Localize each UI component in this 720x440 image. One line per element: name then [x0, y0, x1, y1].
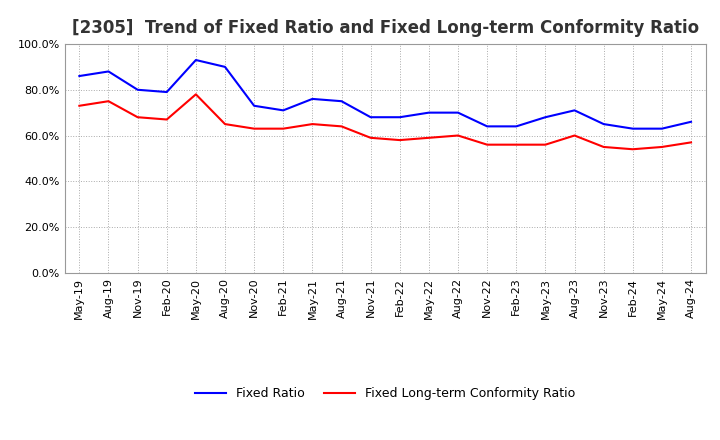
- Fixed Long-term Conformity Ratio: [250, 126, 258, 131]
- Fixed Long-term Conformity Ratio: [163, 117, 171, 122]
- Fixed Long-term Conformity Ratio: [104, 99, 113, 104]
- Fixed Long-term Conformity Ratio: [279, 126, 287, 131]
- Fixed Long-term Conformity Ratio: [192, 92, 200, 97]
- Fixed Long-term Conformity Ratio: [483, 142, 492, 147]
- Fixed Ratio: [163, 89, 171, 95]
- Fixed Long-term Conformity Ratio: [629, 147, 637, 152]
- Fixed Long-term Conformity Ratio: [133, 114, 142, 120]
- Fixed Ratio: [308, 96, 317, 102]
- Fixed Ratio: [483, 124, 492, 129]
- Fixed Ratio: [541, 114, 550, 120]
- Fixed Ratio: [366, 114, 375, 120]
- Fixed Ratio: [687, 119, 696, 125]
- Line: Fixed Ratio: Fixed Ratio: [79, 60, 691, 128]
- Fixed Long-term Conformity Ratio: [220, 121, 229, 127]
- Fixed Long-term Conformity Ratio: [687, 140, 696, 145]
- Fixed Ratio: [75, 73, 84, 79]
- Fixed Ratio: [570, 108, 579, 113]
- Fixed Ratio: [599, 121, 608, 127]
- Fixed Ratio: [192, 57, 200, 62]
- Fixed Ratio: [104, 69, 113, 74]
- Line: Fixed Long-term Conformity Ratio: Fixed Long-term Conformity Ratio: [79, 94, 691, 149]
- Fixed Ratio: [220, 64, 229, 70]
- Fixed Long-term Conformity Ratio: [454, 133, 462, 138]
- Fixed Ratio: [454, 110, 462, 115]
- Fixed Ratio: [512, 124, 521, 129]
- Fixed Ratio: [337, 99, 346, 104]
- Fixed Long-term Conformity Ratio: [541, 142, 550, 147]
- Title: [2305]  Trend of Fixed Ratio and Fixed Long-term Conformity Ratio: [2305] Trend of Fixed Ratio and Fixed Lo…: [71, 19, 699, 37]
- Fixed Ratio: [395, 114, 404, 120]
- Legend: Fixed Ratio, Fixed Long-term Conformity Ratio: Fixed Ratio, Fixed Long-term Conformity …: [190, 382, 580, 405]
- Fixed Ratio: [279, 108, 287, 113]
- Fixed Ratio: [657, 126, 666, 131]
- Fixed Long-term Conformity Ratio: [570, 133, 579, 138]
- Fixed Long-term Conformity Ratio: [657, 144, 666, 150]
- Fixed Long-term Conformity Ratio: [395, 137, 404, 143]
- Fixed Long-term Conformity Ratio: [75, 103, 84, 108]
- Fixed Ratio: [425, 110, 433, 115]
- Fixed Ratio: [250, 103, 258, 108]
- Fixed Long-term Conformity Ratio: [512, 142, 521, 147]
- Fixed Long-term Conformity Ratio: [425, 135, 433, 140]
- Fixed Long-term Conformity Ratio: [308, 121, 317, 127]
- Fixed Ratio: [629, 126, 637, 131]
- Fixed Long-term Conformity Ratio: [337, 124, 346, 129]
- Fixed Long-term Conformity Ratio: [366, 135, 375, 140]
- Fixed Ratio: [133, 87, 142, 92]
- Fixed Long-term Conformity Ratio: [599, 144, 608, 150]
